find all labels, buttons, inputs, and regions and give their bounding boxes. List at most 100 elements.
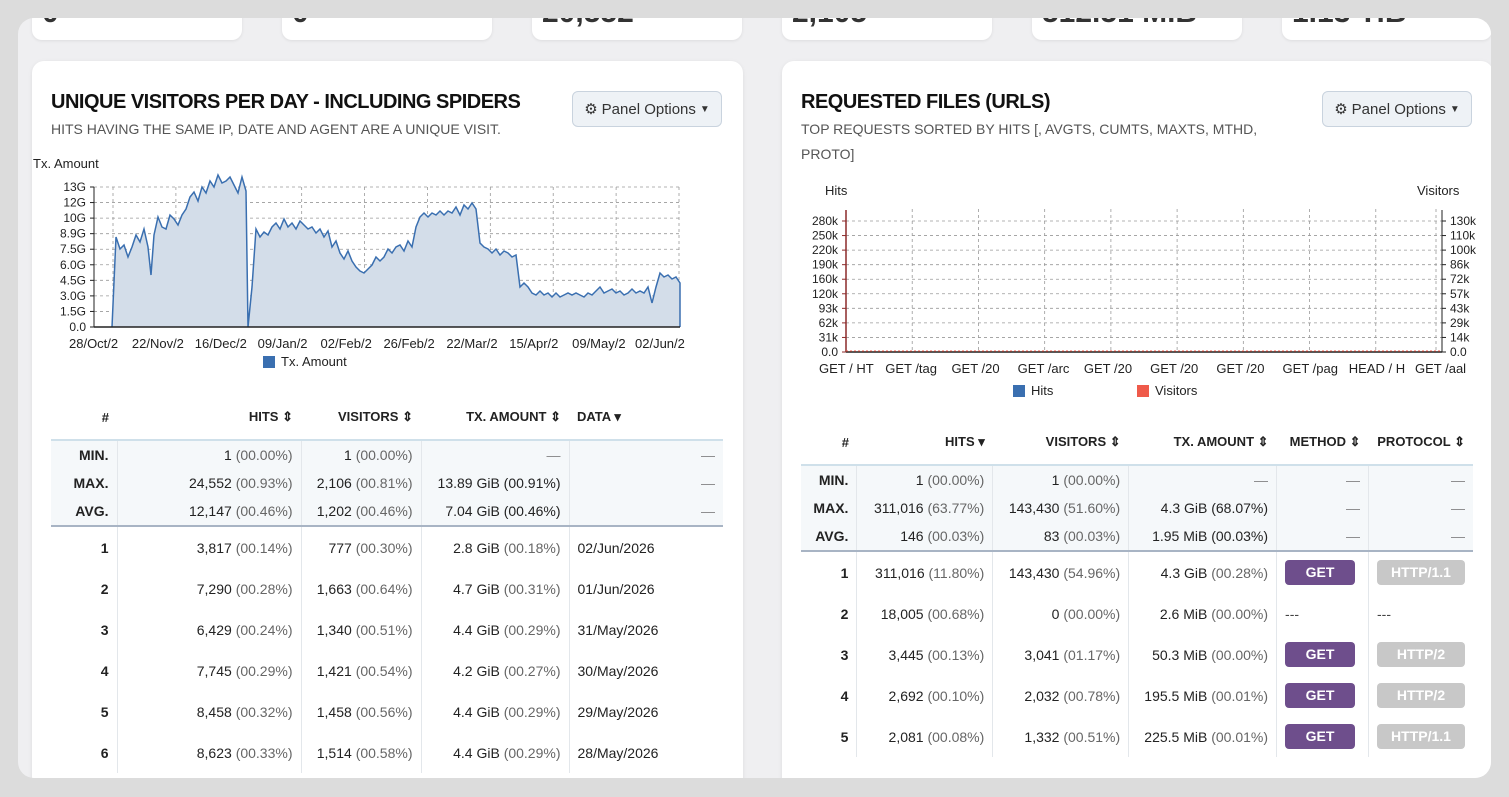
y-tick-label-right: 130k xyxy=(1450,214,1477,228)
row-index: 3 xyxy=(51,609,117,650)
col-header-index: # xyxy=(801,420,857,466)
dashboard-frame: 0 0 20,552 2,105 512.51 MiB 1.13 TiB UNI… xyxy=(18,18,1491,778)
legend-label-hits: Hits xyxy=(1031,383,1054,398)
table-row[interactable]: 4 2,692 (00.10%) 2,032 (00.78%) 195.5 MiB (… xyxy=(801,675,1473,716)
panel-title: REQUESTED FILES (URLS) xyxy=(801,91,1051,113)
cell-protocol: HTTP/2 xyxy=(1368,634,1473,675)
cell-tx: 195.5 MiB (00.01%) xyxy=(1128,675,1277,716)
tx-amount-line xyxy=(111,173,681,328)
cell-method: GET xyxy=(1276,550,1369,593)
y-tick-label-right: 72k xyxy=(1450,272,1470,286)
col-header-visitors[interactable]: VISITORS ⇕ xyxy=(992,420,1129,466)
x-tick-label: 16/Dec/2 xyxy=(195,336,247,351)
cell-data: 02/Jun/2026 xyxy=(568,525,723,568)
cell-tx: 4.4 GiB (00.29%) xyxy=(420,732,569,773)
cell-hits: 311,016 (63.77%) xyxy=(856,494,993,522)
col-header-data[interactable]: DATA ▾ xyxy=(569,395,723,441)
y-tick-label-left: 220k xyxy=(812,243,839,257)
summary-row: MIN. 1 (00.00%) 1 (00.00%) — — xyxy=(51,440,723,469)
caret-down-icon: ▼ xyxy=(699,103,710,115)
col-header-index: # xyxy=(51,395,117,441)
col-header-protocol[interactable]: PROTOCOL ⇕ xyxy=(1368,420,1473,466)
cell-visitors: 143,430 (54.96%) xyxy=(992,550,1129,593)
y-tick-label: 13G xyxy=(63,180,86,194)
y-tick-label-left: 93k xyxy=(819,301,839,315)
summary-value: 20,552 xyxy=(542,18,634,30)
y-tick-label: 7.5G xyxy=(60,242,86,256)
table-row[interactable]: 1 3,817 (00.14%) 777 (00.30%) 2.8 GiB (00.1… xyxy=(51,525,723,568)
table-row[interactable]: 3 6,429 (00.24%) 1,340 (00.51%) 4.4 GiB (00… xyxy=(51,609,723,650)
panel-options-button[interactable]: ⚙ Panel Options ▼ xyxy=(572,91,722,127)
summary-row: MAX. 24,552 (00.93%) 2,106 (00.81%) 13.89 G… xyxy=(51,469,723,497)
col-header-visitors[interactable]: VISITORS ⇕ xyxy=(301,395,421,441)
col-header-hits[interactable]: HITS ▾ xyxy=(856,420,993,466)
cell-protocol: --- xyxy=(1368,593,1473,634)
row-index: 3 xyxy=(801,634,857,675)
row-index: 2 xyxy=(51,568,117,609)
cell-tx: 1.95 MiB (00.03%) xyxy=(1128,522,1277,551)
summary-row: MAX. 311,016 (63.77%) 143,430 (51.60%) 4.3 … xyxy=(801,494,1473,522)
cell-visitors: 1,421 (00.54%) xyxy=(300,650,421,691)
col-header-tx[interactable]: TX. AMOUNT ⇕ xyxy=(1128,420,1277,466)
summary-card: 1.13 TiB xyxy=(1282,18,1491,40)
cell-visitors: 143,430 (51.60%) xyxy=(992,494,1129,522)
x-tick-label: GET /arc xyxy=(1018,361,1070,376)
cell-method: GET xyxy=(1276,675,1369,716)
table-row[interactable]: 3 3,445 (00.13%) 3,041 (01.17%) 50.3 MiB (0… xyxy=(801,634,1473,675)
table-row[interactable]: 5 8,458 (00.32%) 1,458 (00.56%) 4.4 GiB (00… xyxy=(51,691,723,732)
chart-x-ticks: GET / HT GET /tag GET /20 GET /arc GET /20 GE… xyxy=(819,361,1466,376)
cell-tx: 2.8 GiB (00.18%) xyxy=(420,525,569,568)
x-tick-label: 02/Jun/2 xyxy=(635,336,685,351)
table-row[interactable]: 4 7,745 (00.29%) 1,421 (00.54%) 4.2 GiB (00… xyxy=(51,650,723,691)
summary-row: AVG. 146 (00.03%) 83 (00.03%) 1.95 MiB (00.… xyxy=(801,522,1473,551)
table-row[interactable]: 2 18,005 (00.68%) 0 (00.00%) 2.6 MiB (00.00… xyxy=(801,593,1473,634)
y-tick-label-left: 0.0 xyxy=(821,345,838,359)
cell-tx: 7.04 GiB (00.46%) xyxy=(420,497,569,526)
sort-icon: ⇕ xyxy=(282,409,293,424)
cell-visitors: 1 (00.00%) xyxy=(300,440,421,469)
cell-data: — xyxy=(568,469,723,497)
table-row[interactable]: 6 8,623 (00.33%) 1,514 (00.58%) 4.4 GiB (00… xyxy=(51,732,723,773)
panel-options-button[interactable]: ⚙ Panel Options ▼ xyxy=(1322,91,1472,127)
col-header-tx[interactable]: TX. AMOUNT ⇕ xyxy=(421,395,569,441)
y-tick-label: 12G xyxy=(63,196,86,210)
table-row[interactable]: 2 7,290 (00.28%) 1,663 (00.64%) 4.7 GiB (00… xyxy=(51,568,723,609)
cell-tx: 4.4 GiB (00.29%) xyxy=(420,609,569,650)
cell-tx: 2.6 MiB (00.00%) xyxy=(1128,593,1277,634)
col-header-tx-label: TX. AMOUNT xyxy=(466,409,547,424)
cell-tx: 50.3 MiB (00.00%) xyxy=(1128,634,1277,675)
col-header-hits[interactable]: HITS ⇕ xyxy=(117,395,301,441)
panel-title: UNIQUE VISITORS PER DAY - INCLUDING SPID… xyxy=(51,91,521,113)
protocol-badge: HTTP/1.1 xyxy=(1377,724,1465,749)
cell-data: 28/May/2026 xyxy=(568,732,723,773)
method-badge: GET xyxy=(1285,560,1356,585)
col-header-visitors-label: VISITORS xyxy=(1045,434,1107,449)
cell-visitors: 2,106 (00.81%) xyxy=(300,469,421,497)
cell-data: 30/May/2026 xyxy=(568,650,723,691)
summary-card: 512.51 MiB xyxy=(1032,18,1242,40)
y-tick-label-left: 190k xyxy=(812,258,839,272)
col-header-hits-label: HITS xyxy=(945,434,975,449)
x-tick-label: GET /20 xyxy=(951,361,999,376)
cell-protocol: HTTP/1.1 xyxy=(1368,716,1473,757)
col-header-method[interactable]: METHOD ⇕ xyxy=(1276,420,1369,466)
x-tick-label: GET /20 xyxy=(1150,361,1198,376)
cell-protocol: HTTP/1.1 xyxy=(1368,550,1473,593)
y-tick-label-right: 14k xyxy=(1450,330,1470,344)
cell-hits: 3,445 (00.13%) xyxy=(856,634,993,675)
chart-ylabel-right: Visitors xyxy=(1417,183,1460,198)
cell-data: — xyxy=(568,440,723,469)
method-badge: GET xyxy=(1285,683,1356,708)
cell-visitors: 3,041 (01.17%) xyxy=(992,634,1129,675)
cell-data: 31/May/2026 xyxy=(568,609,723,650)
table-row[interactable]: 1 311,016 (11.80%) 143,430 (54.96%) 4.3 GiB… xyxy=(801,550,1473,593)
protocol-badge: HTTP/1.1 xyxy=(1377,560,1465,585)
y-tick-label-left: 62k xyxy=(819,316,839,330)
cell-tx: — xyxy=(420,440,569,469)
summary-row: AVG. 12,147 (00.46%) 1,202 (00.46%) 7.04 Gi… xyxy=(51,497,723,526)
tx-amount-area xyxy=(112,175,680,327)
table-row[interactable]: 5 2,081 (00.08%) 1,332 (00.51%) 225.5 MiB (… xyxy=(801,716,1473,757)
x-tick-label: GET /aal xyxy=(1415,361,1466,376)
